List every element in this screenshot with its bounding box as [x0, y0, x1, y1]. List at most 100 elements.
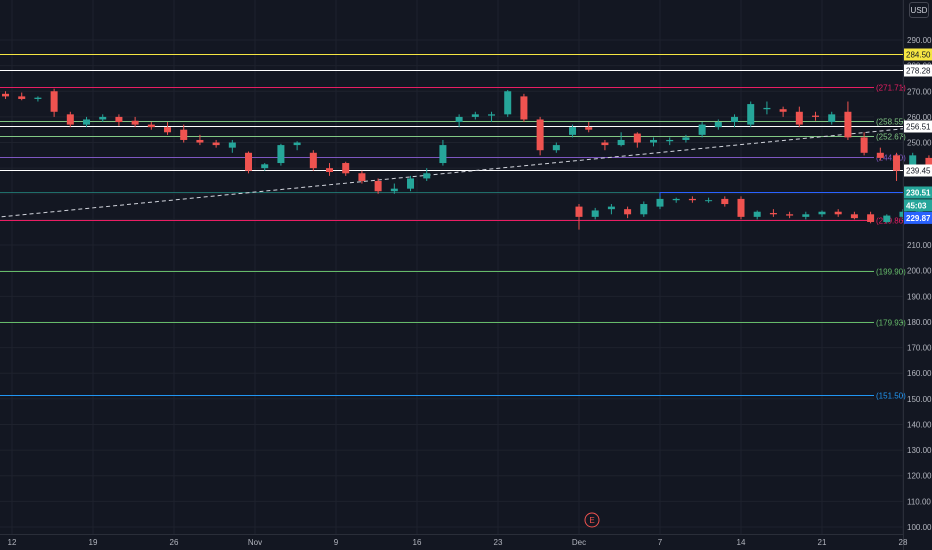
level-axis-tag — [904, 48, 932, 61]
x-tick-label: 26 — [170, 538, 179, 547]
candle — [83, 116, 91, 128]
candle-body — [656, 198, 664, 207]
candle-body — [131, 120, 139, 125]
candle-body — [575, 206, 583, 217]
y-tick-label: 160.00 — [907, 369, 932, 378]
candle — [552, 142, 560, 153]
candle-body — [180, 129, 188, 140]
candle-body — [390, 188, 398, 192]
candle — [860, 132, 868, 156]
price-tags: 284.50 278.28 256.51 239.45 230.51 45:03 229.8… — [904, 48, 932, 224]
candle — [34, 96, 42, 102]
candle-body — [147, 124, 155, 128]
candle-body — [471, 114, 479, 117]
candle-body — [640, 204, 648, 215]
price-tag-label: 229.87 — [906, 214, 931, 223]
y-tick-label: 270.00 — [907, 87, 932, 96]
candle — [569, 124, 577, 138]
candle — [66, 111, 74, 128]
candle — [850, 211, 858, 220]
candle — [2, 91, 10, 99]
horizontal-levels[interactable]: (271.71) (258.55) (252.67) (244.50) (219.86)… — [0, 54, 932, 402]
candle — [212, 139, 220, 148]
candle — [471, 111, 479, 120]
candle-body — [520, 96, 528, 120]
level-label-box — [874, 115, 902, 128]
level-label-box — [874, 130, 902, 143]
candle-body — [624, 209, 632, 215]
price-axis[interactable]: 290.00280.00270.00260.00250.00240.00230.… — [903, 0, 932, 550]
candle — [407, 175, 415, 192]
candle — [504, 89, 512, 117]
candle — [640, 201, 648, 217]
price-tag — [904, 186, 932, 199]
level-value: (219.86) — [876, 217, 906, 226]
price-tag — [904, 211, 932, 224]
candle — [277, 143, 285, 166]
candle-body — [245, 152, 253, 171]
level-value: (271.71) — [876, 84, 906, 93]
candle — [633, 132, 641, 148]
earnings-icon[interactable] — [584, 512, 600, 528]
candle — [812, 111, 820, 121]
currency-button[interactable]: USD — [909, 2, 929, 18]
level-axis-tag — [904, 164, 932, 177]
y-tick-label: 250.00 — [907, 139, 932, 148]
candle-body — [737, 198, 745, 217]
candle — [423, 168, 431, 181]
candle — [802, 211, 810, 220]
earnings-marker[interactable]: E — [584, 512, 600, 528]
candle-body — [374, 180, 382, 192]
x-tick-label: 14 — [737, 538, 746, 547]
candle — [439, 139, 447, 166]
trendline-layer[interactable] — [0, 107, 932, 218]
candle-body — [358, 173, 366, 181]
candle-body — [828, 114, 836, 123]
candle — [390, 183, 398, 194]
candle — [672, 197, 680, 203]
candle — [617, 132, 625, 147]
candle-body — [2, 93, 10, 97]
candle — [844, 101, 852, 140]
earnings-label: E — [589, 516, 594, 525]
candle-body — [633, 133, 641, 143]
candle — [147, 122, 155, 130]
candle — [601, 139, 609, 151]
candle-body — [407, 178, 415, 189]
level-value: (252.67) — [876, 133, 906, 142]
candle — [650, 137, 658, 147]
candle — [624, 206, 632, 219]
candle-body — [850, 214, 858, 219]
y-tick-label: 200.00 — [907, 267, 932, 276]
candle — [763, 101, 771, 115]
candle — [488, 111, 496, 123]
candle-body — [844, 111, 852, 138]
y-tick-label: 180.00 — [907, 318, 932, 327]
candle-body — [682, 137, 690, 140]
candle-body — [342, 163, 350, 174]
candle-body — [552, 145, 560, 151]
candle-body — [786, 214, 794, 216]
candle-body — [18, 96, 26, 99]
candle — [828, 111, 836, 125]
candle — [656, 196, 664, 210]
trendline[interactable] — [0, 107, 932, 218]
level-value: 278.28 — [906, 67, 931, 76]
x-tick-label: Dec — [572, 538, 586, 547]
candle-body — [99, 116, 107, 120]
candle-body — [714, 122, 722, 128]
candle-body — [876, 152, 884, 158]
y-tick-label: 150.00 — [907, 395, 932, 404]
price-tag-label: 230.51 — [906, 188, 931, 197]
time-axis[interactable]: 12 19 26 Nov 9 16 23 Dec 7 14 21 28 — [0, 534, 908, 548]
level-value: 239.45 — [906, 167, 931, 176]
candle-body — [812, 115, 820, 117]
candle — [698, 122, 706, 138]
candle — [358, 170, 366, 184]
candle-body — [617, 139, 625, 146]
candle-body — [423, 173, 431, 179]
candle-body — [196, 139, 204, 143]
candle-body — [834, 211, 842, 215]
candle-body — [212, 142, 220, 146]
